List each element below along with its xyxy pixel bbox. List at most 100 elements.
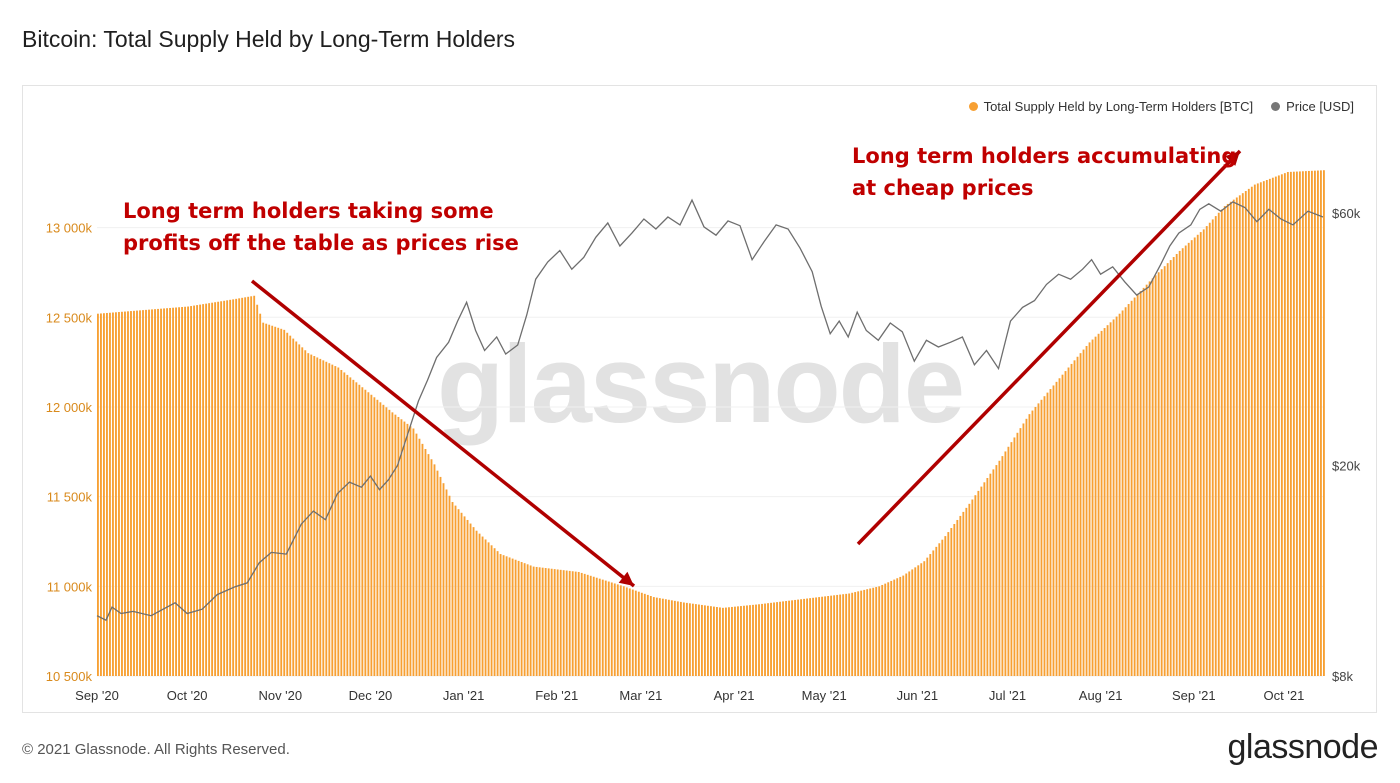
supply-bar — [217, 301, 220, 676]
supply-bar — [1196, 234, 1199, 676]
annotation-right-line2: at cheap prices — [852, 176, 1034, 200]
supply-bar — [1088, 342, 1091, 676]
supply-bar — [562, 570, 565, 676]
supply-bar — [758, 604, 760, 676]
supply-bar — [1118, 313, 1121, 676]
supply-bar — [1019, 428, 1022, 676]
supply-bar — [175, 307, 177, 676]
supply-bar — [968, 503, 971, 676]
supply-bar — [274, 326, 277, 676]
supply-bar — [430, 459, 433, 676]
supply-bar — [731, 606, 733, 676]
supply-bar — [1055, 381, 1058, 676]
price-line — [96, 198, 1324, 622]
supply-bar — [514, 559, 517, 676]
supply-bar — [319, 358, 322, 676]
supply-bar — [370, 394, 373, 676]
supply-bar — [779, 601, 781, 676]
supply-bar — [914, 567, 917, 676]
supply-bar — [1274, 176, 1277, 676]
left-tick-label: 10 500k — [46, 669, 93, 684]
supply-bar — [1040, 399, 1043, 676]
supply-bar — [1265, 180, 1268, 676]
x-tick-label: Nov '20 — [258, 688, 302, 703]
supply-bar — [1115, 316, 1118, 676]
supply-bar — [1292, 171, 1295, 676]
supply-bar — [800, 599, 803, 676]
supply-bar — [1160, 269, 1163, 676]
supply-bar — [1304, 171, 1307, 676]
supply-bar — [295, 341, 298, 676]
supply-bar — [1214, 216, 1217, 676]
supply-bar — [262, 322, 265, 676]
supply-bar — [746, 605, 748, 676]
supply-bar — [1031, 410, 1034, 676]
supply-bar — [1058, 378, 1061, 676]
supply-bar — [809, 598, 812, 676]
supply-bar — [310, 354, 313, 676]
supply-bar — [445, 489, 448, 676]
supply-bar — [448, 495, 451, 676]
right-tick-label: $8k — [1332, 669, 1353, 684]
supply-bars — [97, 170, 1325, 677]
supply-bar — [457, 509, 460, 676]
supply-bar — [151, 309, 153, 676]
supply-bar — [830, 595, 833, 676]
supply-bar — [1181, 248, 1184, 676]
supply-bar — [1100, 330, 1103, 676]
supply-bar — [508, 557, 511, 676]
supply-bar — [211, 302, 214, 676]
supply-bar — [1310, 170, 1313, 676]
supply-bar — [586, 574, 589, 676]
supply-bar — [361, 387, 364, 676]
supply-bar — [484, 539, 487, 676]
supply-bar — [1130, 300, 1133, 676]
supply-bar — [1127, 304, 1130, 676]
supply-bar — [1313, 170, 1316, 677]
supply-bar — [616, 584, 619, 676]
supply-bar — [1289, 171, 1292, 676]
legend-item-supply[interactable]: Total Supply Held by Long-Term Holders [… — [968, 99, 1253, 114]
supply-bar — [292, 338, 295, 676]
supply-bar — [688, 603, 691, 676]
supply-bar — [1079, 353, 1082, 676]
supply-bar — [427, 454, 430, 676]
supply-bar — [223, 300, 226, 676]
supply-bar — [391, 412, 394, 676]
supply-bar — [755, 604, 757, 676]
supply-bar — [773, 602, 775, 676]
supply-bar — [496, 551, 499, 676]
supply-bar — [1229, 201, 1232, 676]
supply-bar — [1013, 437, 1016, 676]
supply-bar — [703, 605, 706, 676]
supply-bar — [490, 545, 493, 676]
supply-bar — [358, 384, 361, 676]
supply-bar — [725, 607, 727, 676]
supply-bar — [1247, 188, 1250, 676]
supply-bar — [559, 569, 562, 676]
supply-bar — [962, 511, 965, 676]
supply-bar — [1151, 278, 1154, 676]
supply-bar — [1262, 181, 1265, 677]
supply-bar — [1193, 237, 1196, 676]
supply-bar — [923, 561, 926, 676]
supply-bar — [184, 306, 187, 676]
supply-bar — [166, 308, 168, 676]
supply-bar — [418, 438, 421, 676]
supply-bar — [848, 593, 851, 676]
legend-item-price[interactable]: Price [USD] — [1271, 99, 1354, 114]
supply-bar — [1268, 178, 1271, 676]
supply-bar — [601, 579, 604, 676]
supply-bar — [1070, 363, 1073, 676]
supply-bar — [926, 557, 929, 676]
supply-bar — [722, 607, 724, 676]
supply-bar — [938, 543, 941, 676]
supply-bar — [1073, 360, 1076, 676]
supply-bar — [932, 550, 935, 676]
supply-bar — [631, 589, 634, 676]
supply-bar — [782, 601, 784, 676]
supply-bar — [139, 310, 141, 676]
legend-label-price: Price [USD] — [1286, 99, 1354, 114]
supply-bar — [905, 573, 908, 676]
supply-bar — [142, 310, 144, 676]
